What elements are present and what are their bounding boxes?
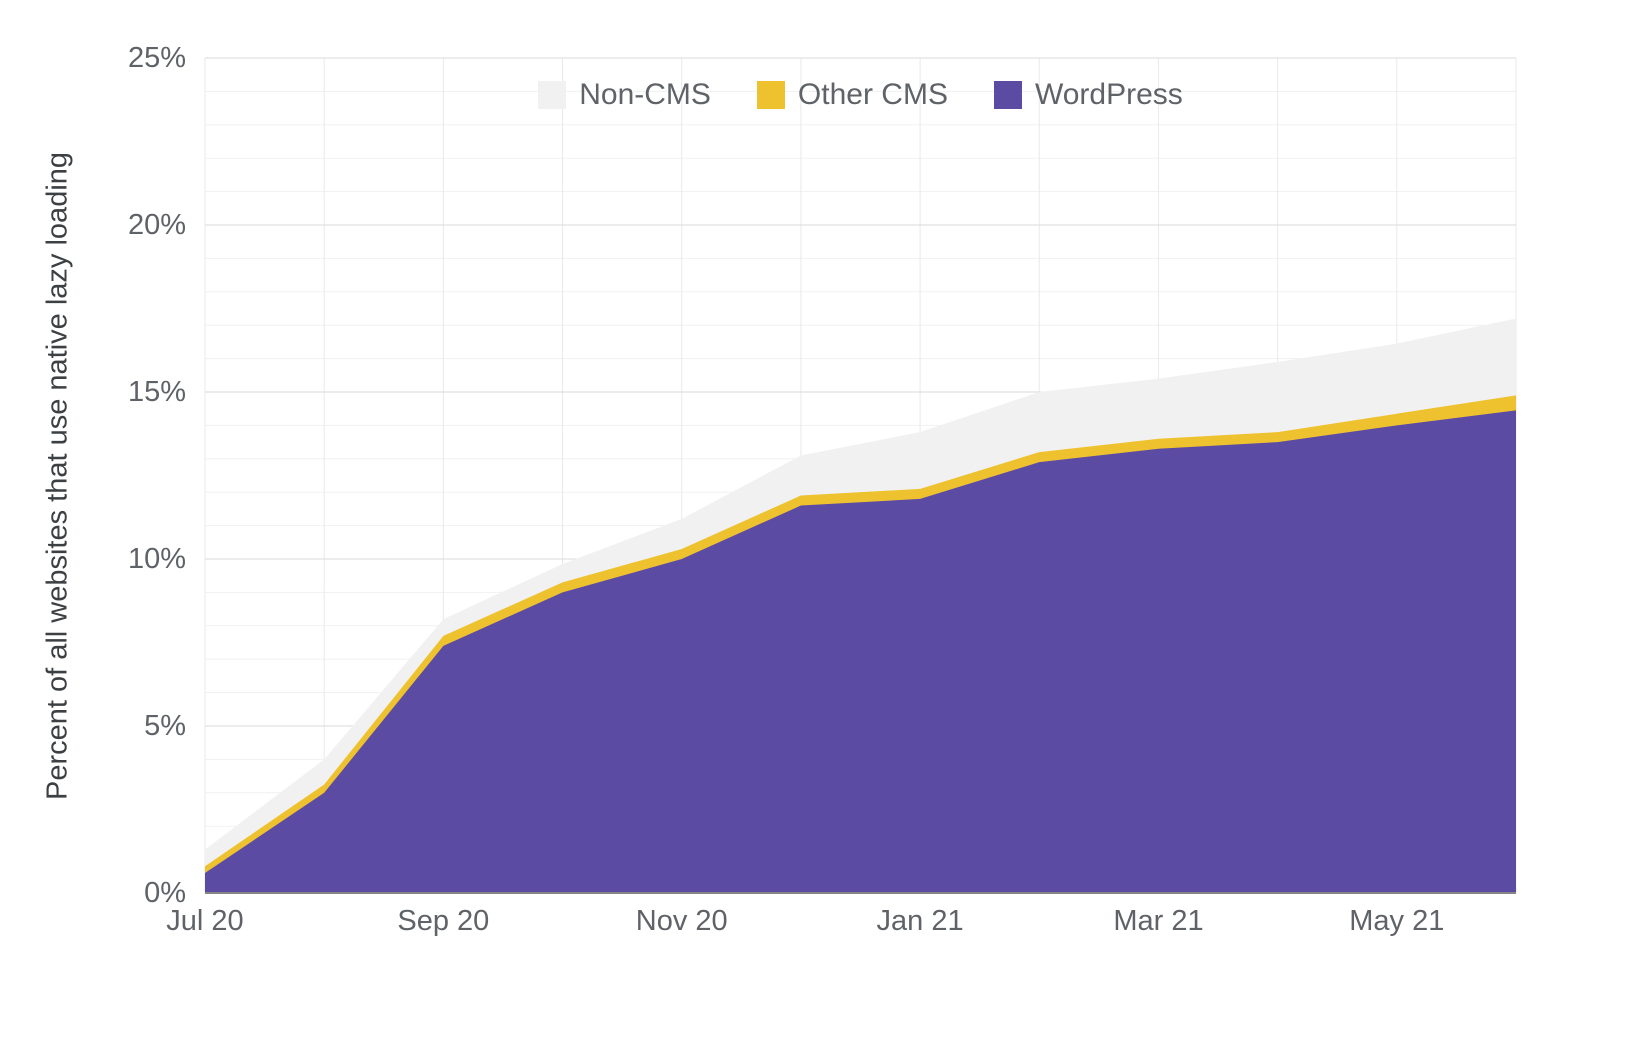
chart-legend: Non-CMS Other CMS WordPress [205, 78, 1516, 112]
legend-item-non-cms: Non-CMS [538, 78, 711, 112]
legend-item-wordpress: WordPress [993, 78, 1183, 112]
y-tick-label: 10% [127, 543, 186, 575]
y-tick-label: 25% [127, 42, 186, 74]
legend-label-non-cms: Non-CMS [579, 78, 711, 111]
y-tick-label: 5% [144, 710, 186, 742]
x-tick-label: Jan 21 [876, 905, 964, 937]
area-wordpress [205, 410, 1516, 893]
x-tick-label: May 21 [1349, 905, 1445, 937]
legend-swatch-other-cms-icon [756, 81, 785, 109]
legend-swatch-wordpress-icon [993, 81, 1022, 109]
y-tick-label: 15% [127, 376, 186, 408]
y-tick-label: 20% [127, 209, 186, 241]
x-tick-label: Nov 20 [635, 905, 728, 937]
legend-label-wordpress: WordPress [1034, 78, 1183, 111]
x-tick-label: Sep 20 [397, 905, 490, 937]
legend-swatch-non-cms-icon [538, 81, 567, 109]
y-tick-label: 0% [144, 877, 186, 909]
x-tick-label: Mar 21 [1113, 905, 1204, 937]
y-axis-title: Percent of all websites that use native … [41, 151, 74, 801]
x-tick-label: Jul 20 [166, 905, 244, 937]
legend-item-other-cms: Other CMS [756, 78, 948, 112]
legend-label-other-cms: Other CMS [797, 78, 948, 111]
